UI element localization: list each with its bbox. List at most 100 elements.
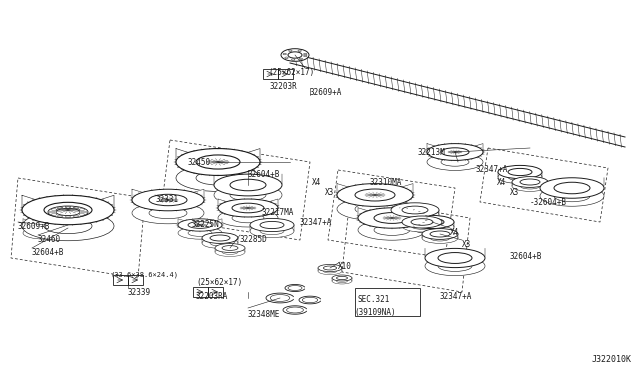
- Ellipse shape: [303, 53, 307, 55]
- Polygon shape: [264, 199, 278, 213]
- Ellipse shape: [48, 206, 88, 218]
- Ellipse shape: [289, 50, 292, 51]
- Ellipse shape: [232, 203, 264, 213]
- Text: X4: X4: [450, 228, 460, 237]
- Polygon shape: [22, 195, 44, 218]
- Polygon shape: [92, 195, 114, 218]
- Ellipse shape: [218, 209, 278, 227]
- Ellipse shape: [402, 206, 428, 214]
- Bar: [263, 69, 278, 79]
- Ellipse shape: [520, 183, 540, 189]
- Ellipse shape: [402, 220, 442, 232]
- Ellipse shape: [498, 170, 542, 184]
- Ellipse shape: [23, 227, 67, 239]
- Ellipse shape: [441, 148, 469, 156]
- Ellipse shape: [218, 199, 278, 217]
- Ellipse shape: [178, 227, 222, 239]
- Text: X4: X4: [497, 178, 506, 187]
- Ellipse shape: [427, 144, 483, 160]
- Ellipse shape: [210, 235, 230, 241]
- Ellipse shape: [411, 223, 433, 229]
- Ellipse shape: [149, 207, 187, 219]
- Text: 32217MA: 32217MA: [262, 208, 294, 217]
- Ellipse shape: [210, 240, 230, 246]
- Ellipse shape: [33, 230, 57, 236]
- Ellipse shape: [337, 198, 413, 220]
- Ellipse shape: [288, 286, 302, 291]
- Ellipse shape: [176, 148, 260, 176]
- Ellipse shape: [508, 173, 532, 180]
- Ellipse shape: [422, 229, 458, 240]
- Text: X3: X3: [325, 188, 334, 197]
- Ellipse shape: [318, 264, 342, 272]
- Ellipse shape: [178, 219, 222, 231]
- Ellipse shape: [422, 232, 458, 243]
- Bar: [278, 69, 293, 79]
- Polygon shape: [57, 219, 67, 230]
- Ellipse shape: [358, 220, 426, 240]
- Ellipse shape: [298, 50, 301, 51]
- Text: 32460: 32460: [38, 235, 61, 244]
- Ellipse shape: [214, 184, 282, 206]
- Polygon shape: [337, 184, 355, 203]
- Ellipse shape: [411, 219, 433, 225]
- Ellipse shape: [176, 164, 260, 192]
- Text: 32339: 32339: [128, 288, 151, 297]
- Polygon shape: [132, 189, 149, 207]
- Text: -32604+B: -32604+B: [530, 198, 567, 207]
- Ellipse shape: [56, 208, 80, 216]
- Ellipse shape: [410, 215, 454, 229]
- Text: 32609+B: 32609+B: [18, 222, 51, 231]
- Ellipse shape: [33, 222, 57, 228]
- Polygon shape: [395, 184, 413, 203]
- Ellipse shape: [215, 247, 245, 257]
- Ellipse shape: [323, 266, 337, 270]
- Ellipse shape: [438, 260, 472, 272]
- Ellipse shape: [438, 253, 472, 263]
- Ellipse shape: [215, 244, 245, 253]
- Ellipse shape: [250, 224, 294, 238]
- Ellipse shape: [270, 295, 290, 301]
- Ellipse shape: [337, 276, 348, 280]
- Ellipse shape: [222, 250, 238, 254]
- Text: 32347+A: 32347+A: [476, 165, 508, 174]
- Text: J322010K: J322010K: [592, 355, 632, 364]
- Ellipse shape: [374, 213, 410, 224]
- Ellipse shape: [202, 232, 238, 243]
- Ellipse shape: [540, 186, 604, 206]
- Ellipse shape: [498, 166, 542, 179]
- Ellipse shape: [425, 256, 485, 276]
- Ellipse shape: [355, 189, 395, 201]
- Ellipse shape: [23, 219, 67, 231]
- Ellipse shape: [391, 208, 439, 222]
- Polygon shape: [23, 219, 33, 230]
- Ellipse shape: [230, 179, 266, 191]
- Text: 32450: 32450: [188, 158, 211, 167]
- Ellipse shape: [44, 218, 92, 234]
- Ellipse shape: [512, 180, 548, 192]
- Polygon shape: [218, 199, 232, 213]
- Ellipse shape: [149, 194, 187, 206]
- Ellipse shape: [554, 190, 590, 202]
- Ellipse shape: [44, 202, 92, 218]
- Ellipse shape: [337, 184, 413, 206]
- Ellipse shape: [410, 220, 454, 234]
- Polygon shape: [212, 219, 222, 230]
- Ellipse shape: [202, 238, 238, 248]
- Ellipse shape: [337, 279, 348, 283]
- Text: 32285D: 32285D: [240, 235, 268, 244]
- Ellipse shape: [188, 230, 212, 236]
- Ellipse shape: [318, 267, 342, 275]
- Ellipse shape: [420, 224, 444, 231]
- Text: X3: X3: [462, 240, 471, 249]
- Ellipse shape: [355, 203, 395, 215]
- Ellipse shape: [554, 182, 590, 194]
- Ellipse shape: [300, 58, 303, 60]
- Ellipse shape: [22, 211, 114, 241]
- Ellipse shape: [288, 52, 302, 58]
- Ellipse shape: [287, 307, 303, 313]
- Text: 32203RA: 32203RA: [196, 292, 228, 301]
- Polygon shape: [358, 208, 374, 225]
- Text: X4: X4: [312, 178, 321, 187]
- Bar: [208, 287, 223, 297]
